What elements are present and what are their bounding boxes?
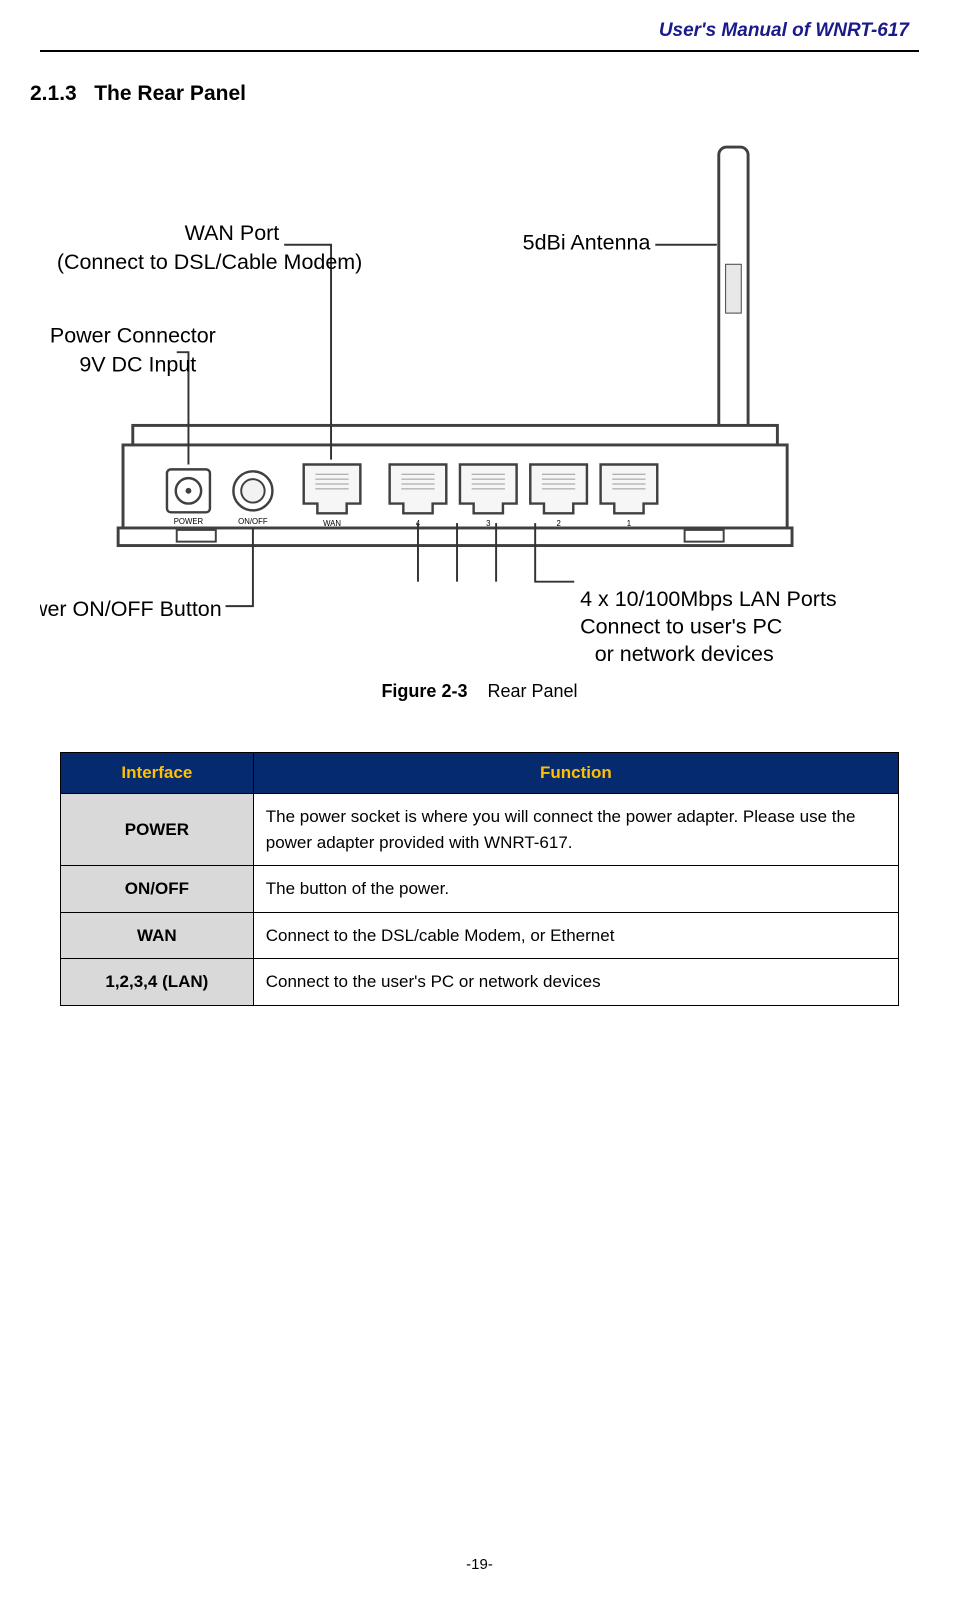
- section-heading: 2.1.3 The Rear Panel: [30, 82, 919, 106]
- cell-interface: POWER: [61, 794, 254, 866]
- port-label-3: 3: [486, 519, 490, 528]
- doc-header-title: User's Manual of WNRT-617: [40, 20, 919, 50]
- port-label-onoff: ON/OFF: [238, 517, 268, 526]
- figure-caption-text: Rear Panel: [487, 681, 577, 701]
- header-rule: [40, 50, 919, 52]
- label-wan-port-l2: (Connect to DSL/Cable Modem): [57, 250, 362, 274]
- figure-caption-number: Figure 2-3: [381, 681, 467, 701]
- th-interface: Interface: [61, 753, 254, 794]
- cell-function: Connect to the user's PC or network devi…: [253, 959, 898, 1006]
- label-antenna: 5dBi Antenna: [523, 231, 651, 255]
- cell-interface: ON/OFF: [61, 866, 254, 913]
- cell-interface: 1,2,3,4 (LAN): [61, 959, 254, 1006]
- port-label-power: POWER: [174, 517, 204, 526]
- label-lan-l3: or network devices: [595, 642, 774, 666]
- table-row: 1,2,3,4 (LAN) Connect to the user's PC o…: [61, 959, 899, 1006]
- cell-interface: WAN: [61, 912, 254, 959]
- port-label-wan: WAN: [323, 519, 341, 528]
- onoff-button-icon: ON/OFF: [233, 471, 272, 526]
- label-power-conn-l2: 9V DC Input: [79, 353, 196, 377]
- label-power-conn-l1: Power Connector: [50, 323, 216, 347]
- table-row: WAN Connect to the DSL/cable Modem, or E…: [61, 912, 899, 959]
- label-power-btn: Power ON/OFF Button: [40, 597, 222, 621]
- page-number: -19-: [0, 1556, 959, 1573]
- table-row: ON/OFF The button of the power.: [61, 866, 899, 913]
- th-function: Function: [253, 753, 898, 794]
- figure-rear-panel: POWER ON/OFF WAN 4: [40, 131, 919, 702]
- cell-function: The button of the power.: [253, 866, 898, 913]
- table-row: POWER The power socket is where you will…: [61, 794, 899, 866]
- interface-table: Interface Function POWER The power socke…: [60, 752, 899, 1006]
- interface-table-wrapper: Interface Function POWER The power socke…: [40, 752, 919, 1006]
- router-body-icon: [118, 425, 792, 545]
- label-wan-port-l1: WAN Port: [185, 221, 280, 245]
- port-label-2: 2: [556, 519, 560, 528]
- label-lan-l2: Connect to user's PC: [580, 614, 782, 638]
- section-number: 2.1.3: [30, 82, 77, 105]
- port-label-1: 1: [627, 519, 631, 528]
- cell-function: The power socket is where you will conne…: [253, 794, 898, 866]
- cell-function: Connect to the DSL/cable Modem, or Ether…: [253, 912, 898, 959]
- figure-caption: Figure 2-3 Rear Panel: [40, 681, 919, 702]
- rear-panel-diagram: POWER ON/OFF WAN 4: [40, 131, 919, 671]
- section-title: The Rear Panel: [94, 82, 246, 105]
- label-lan-l1: 4 x 10/100Mbps LAN Ports: [580, 587, 837, 611]
